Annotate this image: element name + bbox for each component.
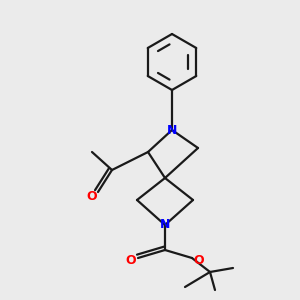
- Text: N: N: [167, 124, 177, 136]
- Text: O: O: [87, 190, 97, 202]
- Text: N: N: [160, 218, 170, 232]
- Text: O: O: [126, 254, 136, 268]
- Text: O: O: [194, 254, 204, 266]
